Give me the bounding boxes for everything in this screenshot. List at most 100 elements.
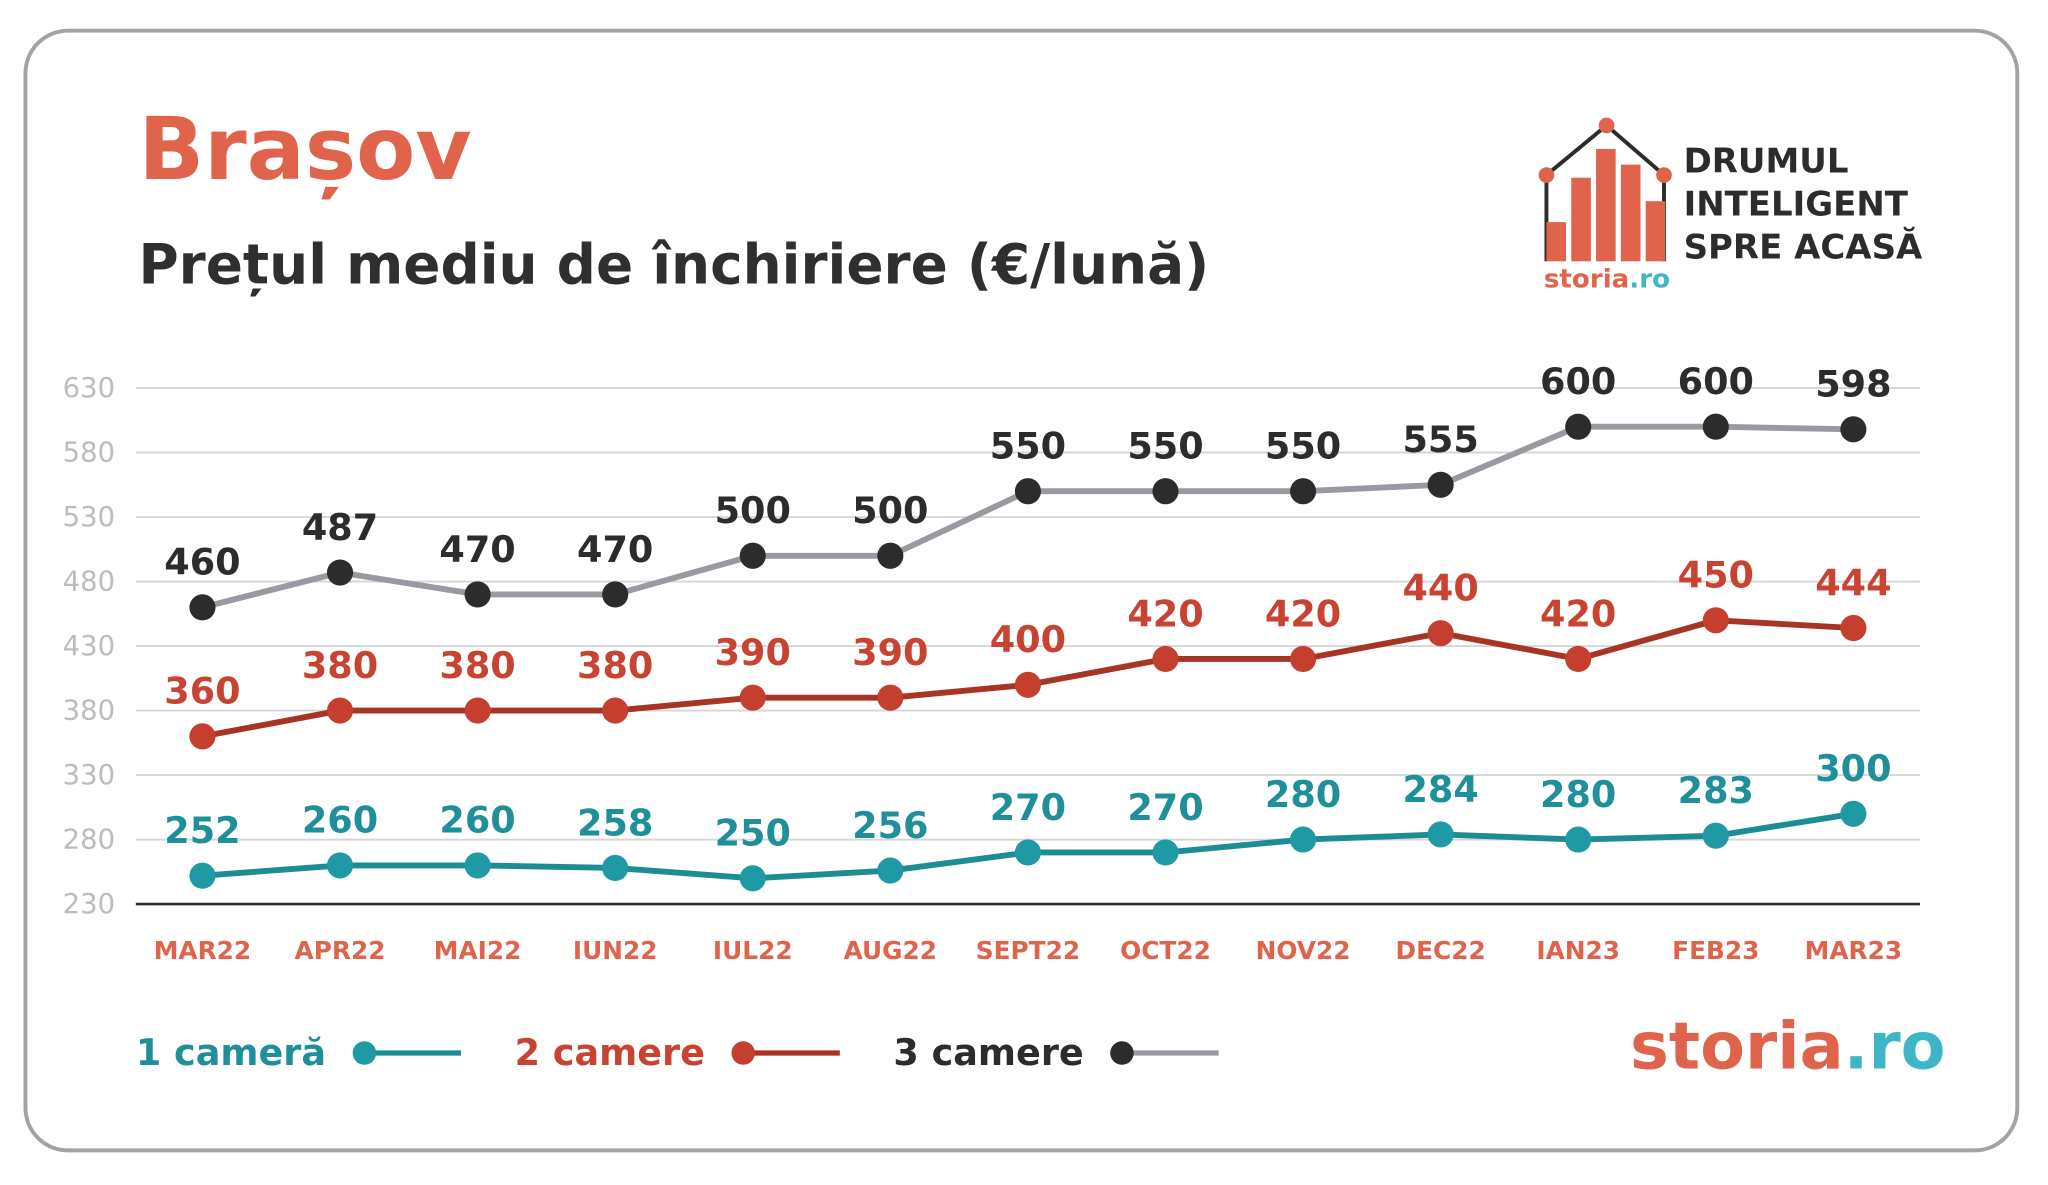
data-label: 470	[439, 528, 515, 571]
data-point	[189, 723, 216, 750]
data-label: 280	[1540, 773, 1616, 816]
brand-wordmark: storia.ro	[1630, 1014, 1946, 1079]
data-label: 258	[577, 801, 653, 844]
data-point	[464, 852, 491, 879]
logo-small-brand: storia.ro	[1544, 265, 1670, 291]
data-point	[189, 862, 216, 889]
logo-tagline-line-3: SPRE ACASĂ	[1683, 228, 1923, 268]
logo-small-brand-tld: .ro	[1629, 262, 1671, 294]
chart-gridlines	[135, 387, 1920, 906]
x-tick-label: APR22	[295, 936, 386, 965]
data-point	[1840, 800, 1867, 827]
data-point	[1152, 839, 1179, 866]
data-point	[602, 697, 629, 724]
x-tick-label: IAN23	[1536, 936, 1620, 965]
data-label: 500	[715, 489, 791, 532]
data-label: 400	[990, 618, 1066, 661]
card-frame	[23, 28, 2020, 1153]
data-label: 555	[1402, 418, 1478, 461]
data-point	[326, 852, 354, 879]
data-point	[1840, 614, 1867, 642]
data-point	[1702, 607, 1729, 634]
legend-item-2-camere: 2 camere	[515, 1030, 843, 1077]
data-point	[189, 594, 216, 621]
x-tick-label: AUG22	[844, 936, 937, 965]
data-label: 270	[990, 786, 1066, 829]
data-label: 280	[1265, 773, 1341, 816]
data-point	[1152, 478, 1179, 505]
data-point	[1565, 645, 1592, 673]
legend-label-2-camere: 2 camere	[514, 1030, 705, 1074]
city-title: Brașov	[138, 99, 472, 200]
data-point	[739, 684, 766, 711]
data-label: 598	[1815, 363, 1891, 406]
data-point	[1840, 416, 1867, 443]
data-point	[877, 684, 904, 711]
data-point	[1427, 620, 1454, 647]
data-label: 550	[1265, 425, 1341, 468]
series-2: 360 380 380 380 390 390 400 420 420 440 420 450 444	[164, 554, 1892, 750]
data-point	[464, 697, 491, 724]
data-point	[326, 559, 354, 586]
data-label: 270	[1127, 786, 1203, 829]
data-label: 284	[1402, 768, 1478, 811]
x-tick-label: FEB23	[1672, 936, 1759, 965]
data-label: 252	[164, 809, 240, 852]
legend-item-3-camere: 3 camere	[893, 1030, 1221, 1077]
brand-wordmark-name: storia	[1630, 1008, 1844, 1085]
data-label: 390	[715, 631, 791, 674]
brand-wordmark-tld: .ro	[1843, 1008, 1946, 1085]
x-tick-label: IUL22	[713, 936, 793, 965]
data-point	[1290, 645, 1317, 673]
y-tick-label: 630	[63, 373, 115, 404]
data-label: 440	[1402, 566, 1478, 609]
legend-swatch-3-camere-icon	[1109, 1041, 1219, 1065]
data-label: 420	[1265, 592, 1341, 635]
logo-small-brand-name: storia	[1543, 262, 1630, 294]
data-point	[464, 581, 491, 608]
data-label: 444	[1815, 561, 1891, 604]
y-tick-label: 480	[63, 567, 115, 598]
data-point	[739, 865, 766, 892]
logo-tagline-line-1: DRUMUL	[1683, 142, 1849, 182]
chart-y-ticks: 230 280 330 380 430 480 530 580 630	[63, 373, 115, 920]
data-label: 360	[164, 670, 240, 713]
y-tick-label: 280	[63, 825, 115, 856]
x-tick-label: SEPT22	[976, 936, 1080, 965]
data-point	[326, 697, 354, 724]
data-point	[1427, 471, 1454, 498]
data-label: 460	[164, 541, 240, 584]
data-label: 260	[439, 799, 515, 842]
x-tick-label: NOV22	[1256, 936, 1351, 965]
data-label: 550	[990, 425, 1066, 468]
chart-series: 252 260 260 258 250 256 270 270 280 284 280 2833003…	[164, 360, 1892, 892]
data-label: 420	[1540, 592, 1616, 635]
data-label: 600	[1678, 360, 1754, 403]
y-tick-label: 330	[63, 760, 115, 791]
series-3: 460 487 470 470 500 500 550 550 550 555 600 600 598	[164, 360, 1892, 621]
data-label: 380	[302, 644, 378, 687]
data-point	[739, 542, 766, 569]
x-tick-label: IUN22	[573, 936, 658, 965]
data-label: 250	[715, 812, 791, 855]
chart-x-ticks: MAR22 APR22 MAI22 IUN22 IUL22 AUG22 SEPT22 OCT2…	[154, 936, 1902, 965]
data-label: 260	[302, 799, 378, 842]
data-point	[1702, 822, 1729, 849]
legend-label-3-camere: 3 camere	[893, 1030, 1084, 1074]
x-tick-label: OCT22	[1120, 936, 1211, 965]
data-point	[1014, 839, 1041, 866]
legend-item-1-camera: 1 cameră	[136, 1030, 463, 1077]
data-point	[1427, 821, 1454, 848]
logo-tagline-line-2: INTELIGENT	[1683, 185, 1908, 225]
series-1: 252 260 260 258 250 256 270 270 280 284 280 283 300	[164, 747, 1892, 892]
house-bars-logo-icon	[1538, 117, 1672, 262]
x-tick-label: MAR22	[154, 936, 251, 965]
data-point	[602, 581, 629, 608]
data-label: 600	[1540, 360, 1616, 403]
data-point	[1290, 826, 1317, 853]
data-label: 420	[1127, 592, 1203, 635]
legend-swatch-2-camere-icon	[731, 1041, 840, 1065]
data-point	[1565, 413, 1592, 440]
